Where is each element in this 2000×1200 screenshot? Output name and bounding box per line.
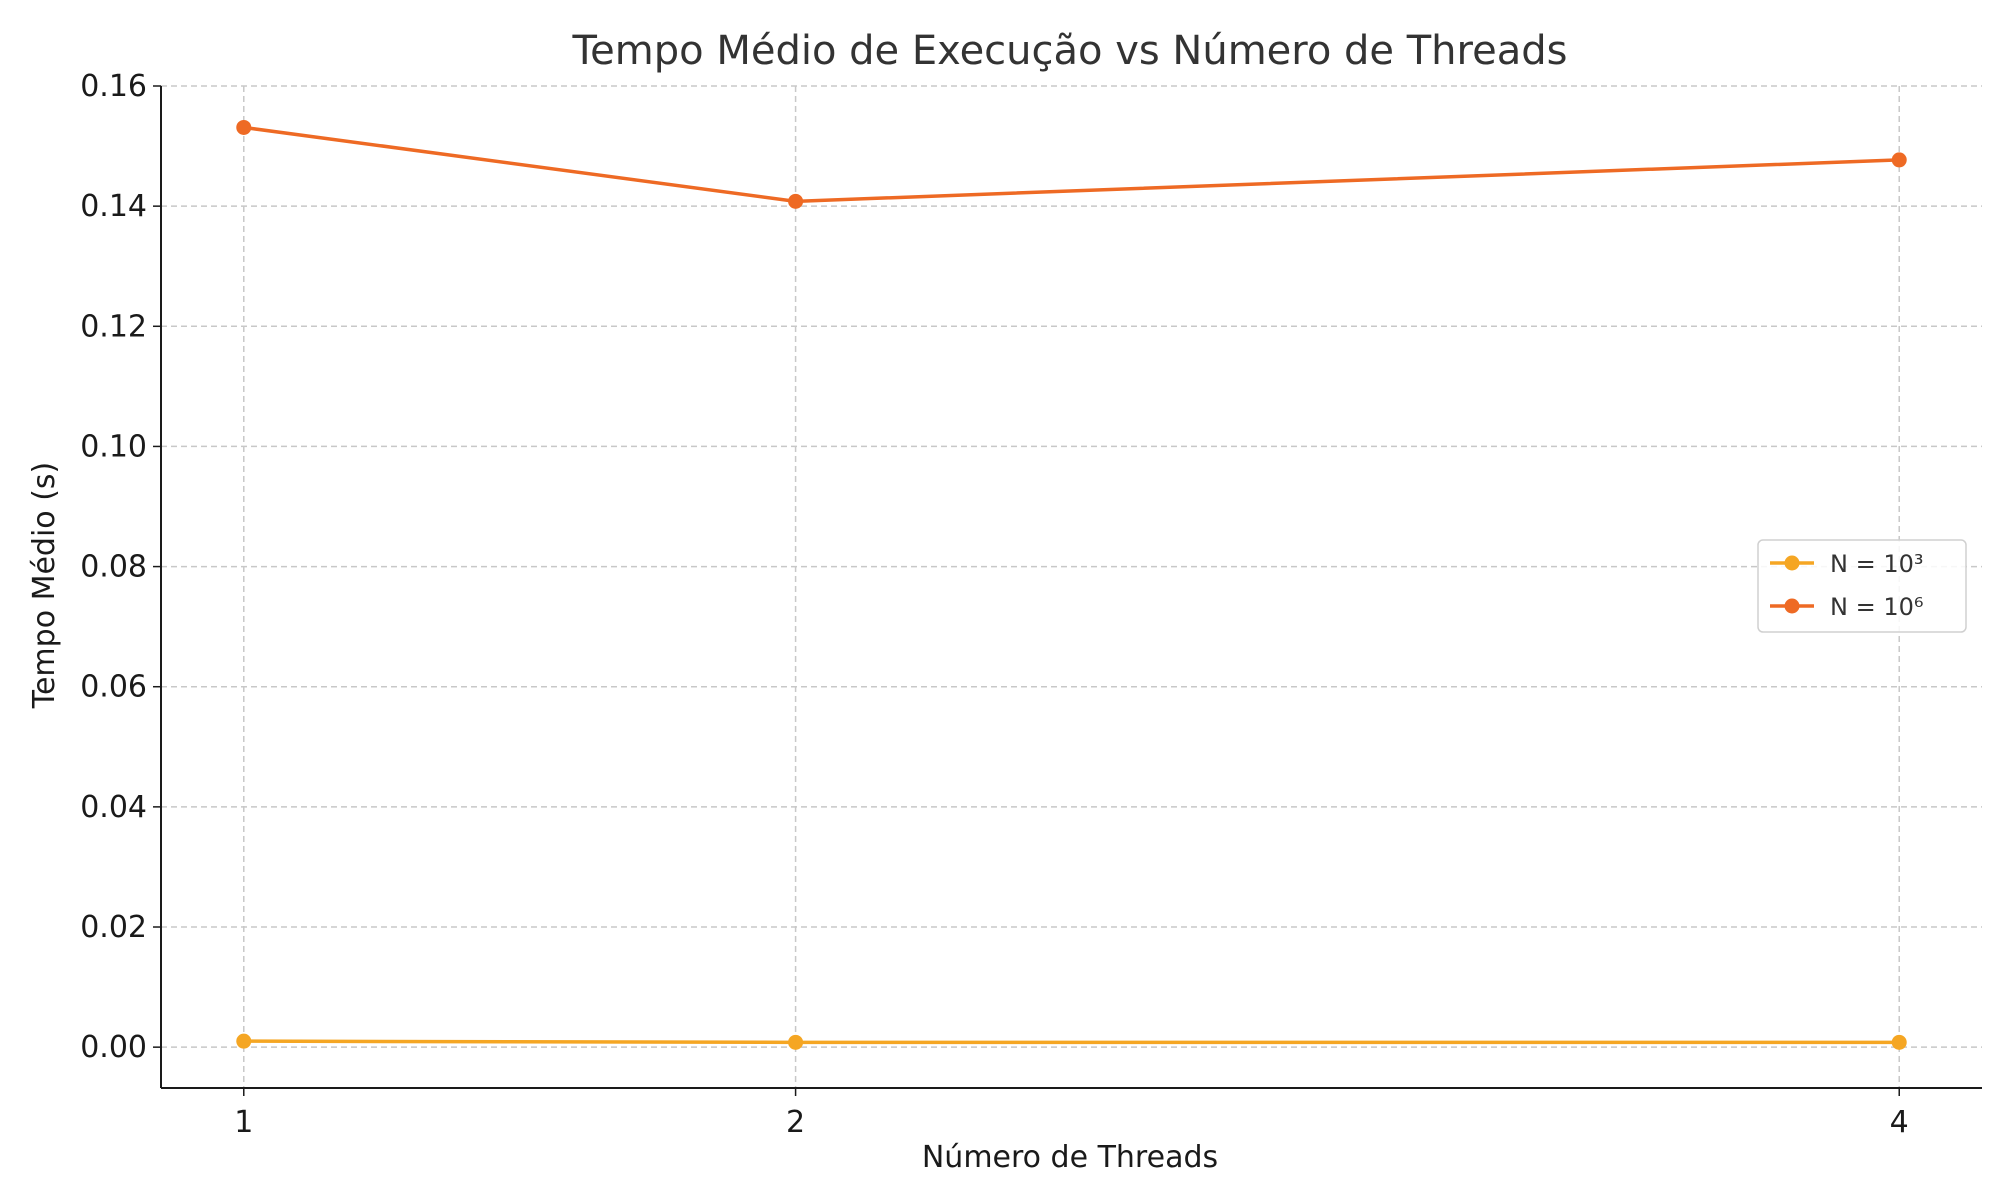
data-point: [236, 119, 252, 135]
legend-marker: [1784, 555, 1800, 571]
y-axis-label: Tempo Médio (s): [27, 462, 62, 710]
x-tick-label: 4: [1890, 1105, 1909, 1140]
data-point: [1891, 1034, 1907, 1050]
y-tick-label: 0.16: [80, 69, 147, 104]
legend-marker: [1784, 598, 1800, 614]
y-tick-label: 0.14: [80, 189, 147, 224]
plot-area: 0.00 0.02 0.04 0.06 0.08 0.10 0.12 0.14 0.16 1 2 4: [80, 69, 1982, 1140]
y-tick-label: 0.00: [80, 1030, 147, 1065]
chart-title: Tempo Médio de Execução vs Número de Thr…: [572, 28, 1568, 74]
y-tick-label: 0.08: [80, 550, 147, 585]
data-point: [236, 1033, 252, 1049]
legend: N = 10³ N = 10⁶: [1757, 539, 1967, 633]
data-point: [788, 193, 804, 209]
data-point: [788, 1034, 804, 1050]
y-tick-label: 0.10: [80, 429, 147, 464]
data-point: [1891, 152, 1907, 168]
legend-label: N = 10⁶: [1830, 593, 1923, 621]
y-tick-label: 0.12: [80, 309, 147, 344]
y-tick-label: 0.04: [80, 790, 147, 825]
legend-label: N = 10³: [1830, 550, 1923, 578]
x-tick-label: 1: [234, 1105, 253, 1140]
y-tick-label: 0.06: [80, 670, 147, 705]
series-line: [243, 1039, 1900, 1045]
x-axis-label: Número de Threads: [922, 1140, 1218, 1175]
x-tick-label: 2: [786, 1105, 805, 1140]
y-tick-label: 0.02: [80, 910, 147, 945]
